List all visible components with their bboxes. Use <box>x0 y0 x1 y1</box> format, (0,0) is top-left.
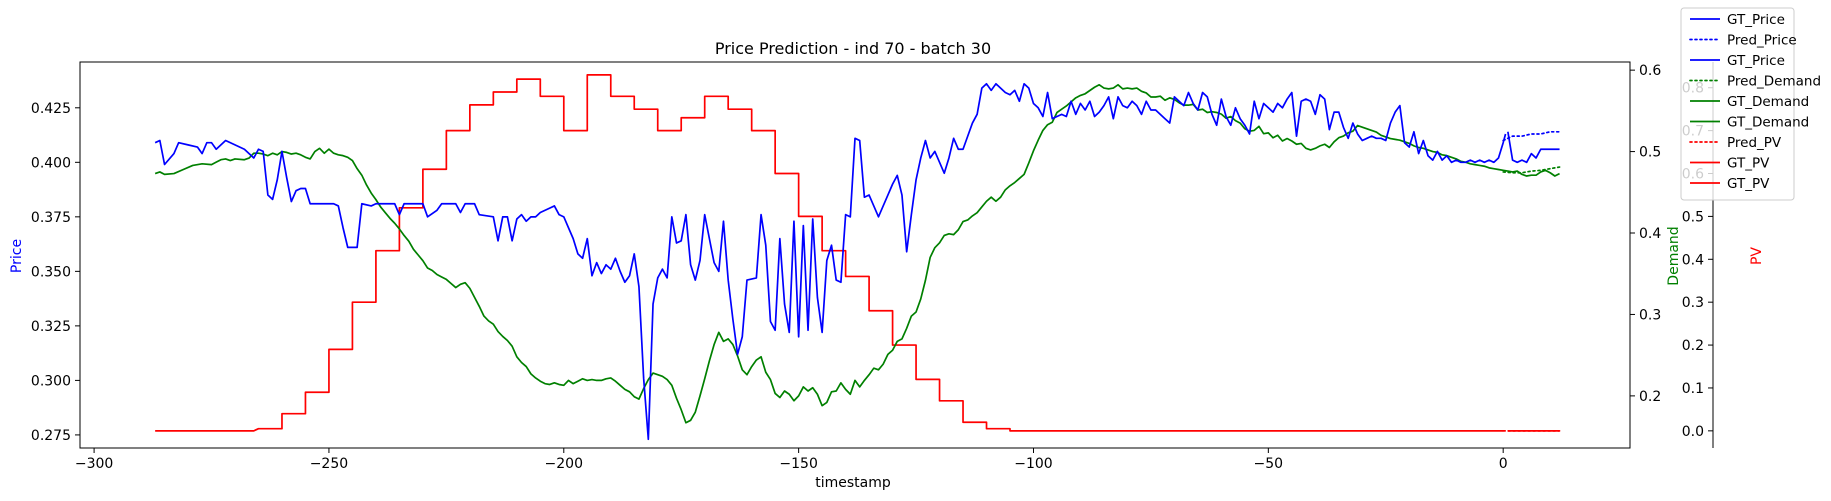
demand-axis-label: Demand <box>1666 226 1682 285</box>
price-tick-label: 0.350 <box>31 264 71 280</box>
x-tick-label: −200 <box>545 456 583 472</box>
legend-label: Pred_PV <box>1727 135 1782 151</box>
x-axis-label: timestamp <box>815 475 891 491</box>
x-tick-label: −300 <box>75 456 113 472</box>
legend-label: GT_PV <box>1727 156 1770 172</box>
legend-label: GT_Price <box>1727 53 1785 69</box>
series-line-pred-price <box>1502 130 1561 142</box>
demand-tick-label: 0.5 <box>1639 145 1661 161</box>
series-line-pred-demand <box>1502 166 1561 174</box>
demand-tick-label: 0.6 <box>1639 63 1661 79</box>
price-axis-label: Price <box>9 239 25 273</box>
demand-tick-label: 0.3 <box>1639 307 1661 323</box>
series-line-gt-demand <box>154 83 1509 424</box>
price-tick-label: 0.400 <box>31 155 71 171</box>
legend-label: GT_Demand <box>1727 115 1809 131</box>
price-tick-label: 0.425 <box>31 101 71 117</box>
series-line-gt-price <box>154 82 1507 441</box>
plot-frame <box>79 61 1631 449</box>
pv-tick-label: 0.0 <box>1682 424 1704 440</box>
x-tick-label: −100 <box>1014 456 1052 472</box>
legend-label: GT_Price <box>1727 12 1785 28</box>
legend-label: GT_Demand <box>1727 94 1809 110</box>
legend-label: Pred_Demand <box>1727 74 1821 90</box>
pv-tick-label: 0.5 <box>1682 209 1704 225</box>
series-line-gt-demand <box>1507 169 1560 177</box>
pv-tick-label: 0.1 <box>1682 381 1704 397</box>
legend-box <box>1680 7 1795 201</box>
x-tick-label: 0 <box>1499 456 1508 472</box>
price-tick-label: 0.275 <box>31 428 71 444</box>
price-tick-label: 0.375 <box>31 210 71 226</box>
series-line-gt-pv <box>155 74 1504 432</box>
x-tick-label: −250 <box>310 456 348 472</box>
x-tick-label: −150 <box>779 456 817 472</box>
legend-label: GT_PV <box>1727 176 1770 192</box>
price-tick-label: 0.325 <box>31 319 71 335</box>
x-tick-label: −50 <box>1254 456 1284 472</box>
demand-tick-label: 0.2 <box>1639 389 1661 405</box>
pv-axis-label: PV <box>1749 247 1765 265</box>
pv-tick-label: 0.3 <box>1682 295 1704 311</box>
demand-tick-label: 0.4 <box>1639 226 1661 242</box>
chart-title: Price Prediction - ind 70 - batch 30 <box>715 39 991 58</box>
pv-tick-label: 0.4 <box>1682 252 1704 268</box>
legend: GT_Price Pred_Price GT_Price Pred_Demand GT_… <box>1680 7 1821 201</box>
pv-tick-label: 0.2 <box>1682 338 1704 354</box>
legend-label: Pred_Price <box>1727 33 1797 49</box>
series-layer <box>154 74 1561 441</box>
price-tick-label: 0.300 <box>31 373 71 389</box>
series-line-gt-price <box>1507 131 1560 164</box>
